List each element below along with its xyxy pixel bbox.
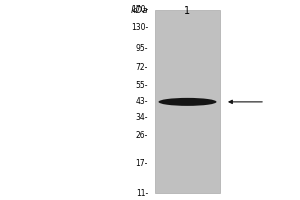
Text: 170-: 170- — [131, 5, 148, 15]
Text: 130-: 130- — [131, 23, 148, 32]
Text: 34-: 34- — [136, 113, 148, 122]
Text: 17-: 17- — [136, 159, 148, 168]
Text: 1: 1 — [184, 6, 190, 16]
Ellipse shape — [158, 98, 217, 106]
Text: 95-: 95- — [136, 44, 148, 53]
Text: 26-: 26- — [136, 131, 148, 140]
Text: 11-: 11- — [136, 188, 148, 198]
Bar — [155, 10, 220, 193]
Text: 72-: 72- — [136, 63, 148, 72]
Text: 55-: 55- — [136, 81, 148, 90]
Text: kDa: kDa — [130, 6, 148, 15]
Text: 43-: 43- — [136, 97, 148, 106]
